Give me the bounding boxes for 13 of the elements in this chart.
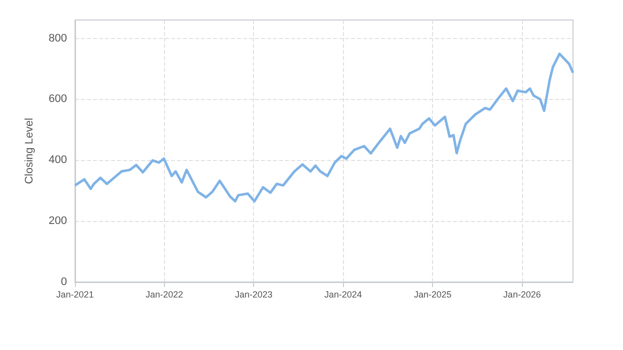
x-tick-label: Jan-2023 xyxy=(234,290,272,300)
y-axis-title: Closing Level xyxy=(24,118,36,184)
x-tick-label: Jan-2025 xyxy=(414,290,452,300)
x-tick-label: Jan-2024 xyxy=(324,290,362,300)
x-tick-label: Jan-2022 xyxy=(146,290,184,300)
y-tick-label: 600 xyxy=(48,93,67,106)
y-tick-label: 0 xyxy=(60,276,67,288)
y-tick-label: 800 xyxy=(48,32,67,44)
y-tick-label: 200 xyxy=(48,215,67,228)
x-tick-label: Jan-2026 xyxy=(503,290,541,300)
line-series xyxy=(74,52,574,203)
x-tick-label: Jan-2021 xyxy=(56,290,94,300)
y-tick-label: 400 xyxy=(48,154,67,166)
